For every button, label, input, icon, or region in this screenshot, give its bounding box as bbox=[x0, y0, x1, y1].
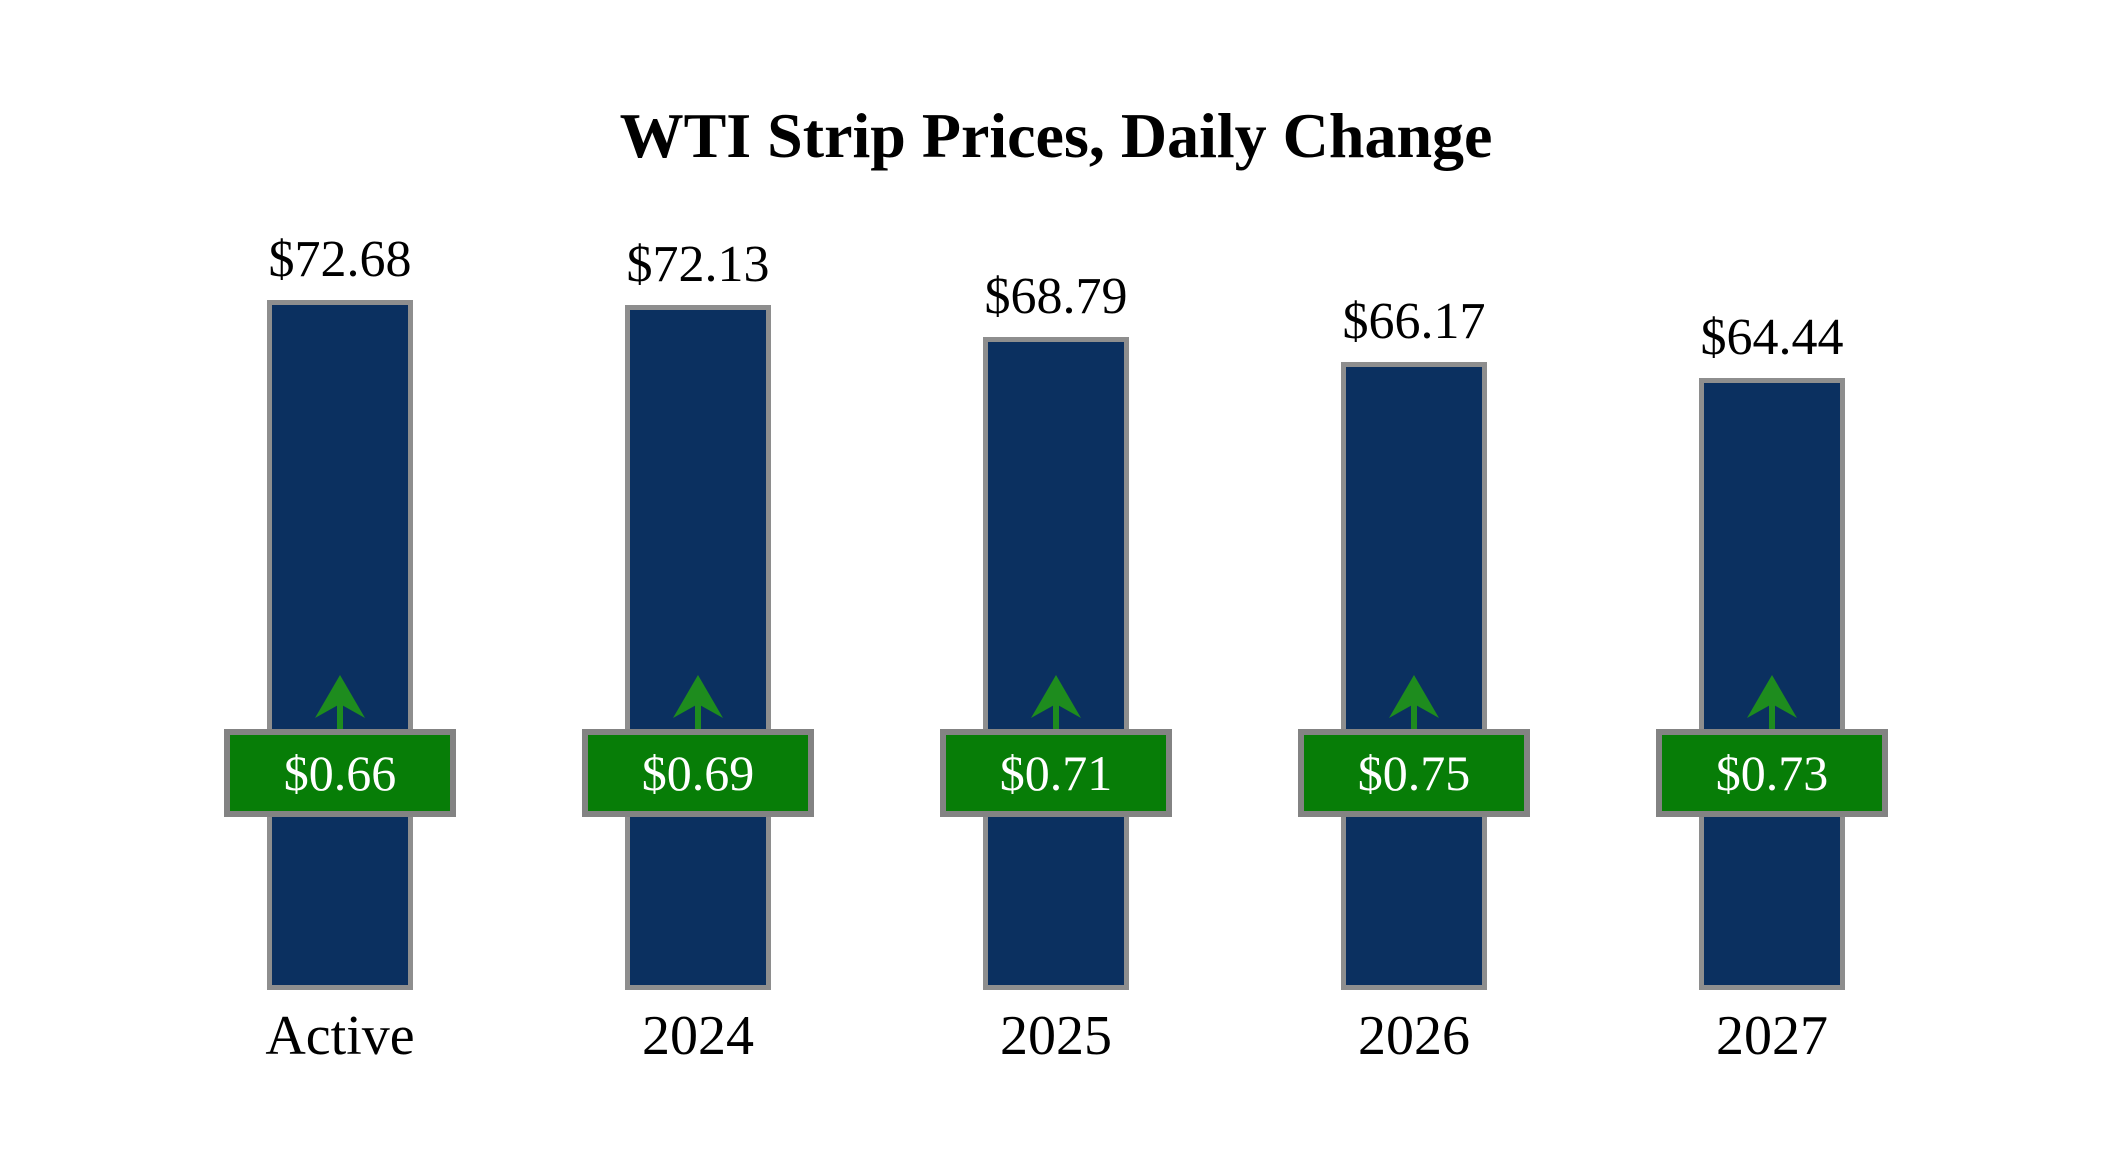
price-label: $72.68 bbox=[268, 231, 412, 289]
change-badge: $0.73 bbox=[1656, 729, 1888, 817]
change-value: $0.71 bbox=[999, 745, 1113, 801]
change-badge: $0.66 bbox=[224, 729, 456, 817]
up-arrow-icon bbox=[1747, 675, 1797, 730]
bar-group-2026: $66.17 $0.75 2026 bbox=[1235, 200, 1593, 1080]
chart-title: WTI Strip Prices, Daily Change bbox=[619, 100, 1493, 171]
bar bbox=[267, 300, 413, 990]
category-label: 2025 bbox=[1000, 1005, 1112, 1067]
change-badge: $0.69 bbox=[582, 729, 814, 817]
change-value: $0.75 bbox=[1357, 745, 1471, 801]
price-label: $64.44 bbox=[1700, 309, 1844, 367]
category-label: 2027 bbox=[1716, 1005, 1828, 1067]
up-arrow-icon bbox=[315, 675, 365, 730]
change-value: $0.73 bbox=[1715, 745, 1829, 801]
bar bbox=[983, 337, 1129, 990]
bar-group-active: $72.68 $0.66 Active bbox=[161, 200, 519, 1080]
bar-group-2025: $68.79 $0.71 2025 bbox=[877, 200, 1235, 1080]
bar-group-2024: $72.13 $0.69 2024 bbox=[519, 200, 877, 1080]
category-label: Active bbox=[265, 1005, 415, 1067]
change-badge: $0.75 bbox=[1298, 729, 1530, 817]
price-label: $66.17 bbox=[1342, 293, 1486, 351]
up-arrow-icon bbox=[1031, 675, 1081, 730]
price-label: $72.13 bbox=[626, 236, 770, 294]
change-value: $0.69 bbox=[641, 745, 755, 801]
category-label: 2026 bbox=[1358, 1005, 1470, 1067]
up-arrow-icon bbox=[673, 675, 723, 730]
change-value: $0.66 bbox=[283, 745, 397, 801]
change-badge: $0.71 bbox=[940, 729, 1172, 817]
category-label: 2024 bbox=[642, 1005, 754, 1067]
price-label: $68.79 bbox=[984, 268, 1128, 326]
plot-area: $72.68 $0.66 Active $72.13 $0.69 2024 bbox=[161, 200, 1951, 1080]
bar bbox=[625, 305, 771, 990]
up-arrow-icon bbox=[1389, 675, 1439, 730]
bar-group-2027: $64.44 $0.73 2027 bbox=[1593, 200, 1951, 1080]
